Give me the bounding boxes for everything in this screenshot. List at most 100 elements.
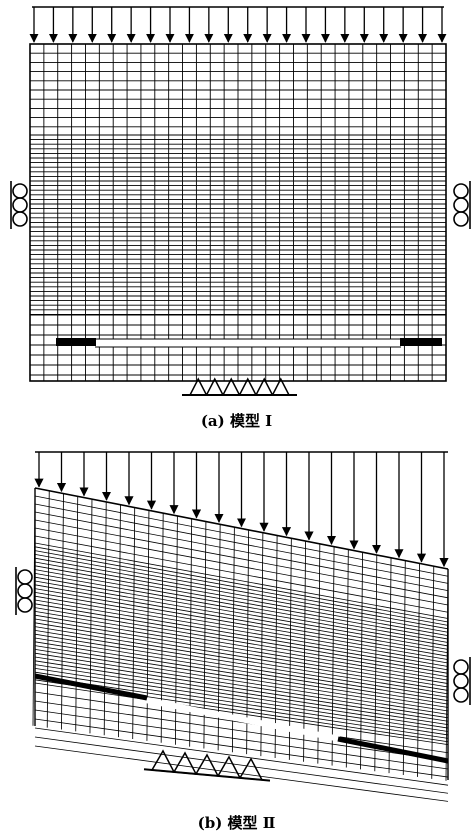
roller-circle — [17, 597, 33, 613]
mesh-horizontal-line — [34, 527, 449, 606]
mesh-horizontal-line — [34, 495, 449, 577]
mesh-horizontal-line — [34, 614, 449, 684]
mesh-vertical-line — [260, 532, 264, 757]
mesh-horizontal-line — [34, 584, 449, 657]
roller-circle — [12, 183, 28, 199]
pillar-bar-right — [337, 736, 449, 764]
mesh-horizontal-line — [34, 633, 449, 702]
mesh-horizontal-line — [34, 660, 449, 726]
panel-a-mesh-diagram — [10, 6, 471, 396]
pillar-bar-left — [34, 673, 148, 701]
opening-gap — [95, 339, 401, 347]
mesh-vertical-line — [75, 496, 79, 732]
mesh-vertical-line — [402, 560, 406, 776]
panel-b-caption: (b) 模型 Ⅱ — [197, 814, 276, 832]
opening-gap — [145, 697, 340, 742]
mesh-vertical-line — [189, 518, 193, 747]
mesh-horizontal-line — [34, 645, 449, 712]
mesh-horizontal-line — [34, 519, 449, 599]
support-triangle — [194, 753, 220, 777]
mesh-horizontal-line — [34, 569, 449, 643]
mesh-frame-top — [34, 487, 449, 570]
mesh-vertical-line — [160, 513, 164, 743]
mesh-horizontal-line — [34, 691, 449, 754]
mesh-vertical-line — [61, 493, 64, 730]
mesh-horizontal-line — [34, 671, 449, 736]
mesh-vertical-line — [388, 557, 392, 774]
mesh-horizontal-line — [34, 603, 449, 674]
roller-circle — [453, 673, 469, 689]
mesh-horizontal-line — [34, 618, 449, 688]
mesh-horizontal-line — [34, 611, 449, 681]
mesh-vertical-line — [146, 510, 150, 741]
mesh-horizontal-line — [34, 588, 449, 661]
mesh-horizontal-line — [34, 709, 449, 770]
roller-circle — [453, 197, 469, 213]
mesh-vertical-line — [317, 543, 321, 764]
mesh-vertical-line — [417, 563, 420, 777]
mesh-horizontal-line — [34, 607, 449, 678]
roller-circle — [453, 659, 469, 675]
mesh-horizontal-line — [34, 580, 449, 654]
mesh-vertical-line — [118, 504, 121, 738]
mesh-horizontal-line — [34, 535, 449, 613]
mesh-vertical-line — [132, 507, 136, 740]
mesh-horizontal-line — [34, 675, 449, 739]
mesh-horizontal-line — [34, 736, 449, 794]
mesh-horizontal-line — [34, 637, 449, 705]
mesh-vertical-line — [246, 529, 250, 755]
mesh-vertical-line — [360, 552, 363, 770]
mesh-horizontal-line — [34, 503, 449, 584]
mesh-horizontal-line — [34, 542, 449, 619]
roller-circle — [453, 211, 469, 227]
mesh-vertical-line — [174, 515, 178, 745]
pillar-bar-left — [56, 338, 96, 346]
mesh-horizontal-line — [34, 649, 449, 715]
mesh-vertical-line — [89, 499, 93, 734]
mesh-horizontal-line — [34, 561, 449, 637]
mesh-horizontal-line — [34, 546, 449, 623]
panel-a-caption: (a) 模型 Ⅰ — [200, 412, 273, 430]
support-triangle — [216, 755, 242, 779]
support-triangle — [238, 757, 264, 781]
mesh-horizontal-line — [34, 727, 449, 786]
mesh-vertical-line — [288, 538, 292, 760]
roller-circle — [17, 569, 33, 585]
mesh-horizontal-line — [34, 511, 449, 592]
mesh-horizontal-line — [34, 630, 449, 698]
roller-circle — [12, 197, 28, 213]
mesh-horizontal-line — [34, 626, 449, 695]
mesh-horizontal-line — [34, 622, 449, 691]
mesh-vertical-line — [374, 555, 378, 772]
mesh-frame — [29, 43, 447, 382]
mesh-horizontal-line — [34, 641, 449, 708]
roller-circle — [453, 687, 469, 703]
mesh-vertical-line — [431, 566, 435, 779]
mesh-horizontal-line — [34, 682, 449, 746]
mesh-horizontal-line — [34, 664, 449, 729]
panel-b-mesh-diagram — [15, 451, 471, 802]
mesh-horizontal-line — [34, 565, 449, 640]
mesh-vertical-line — [46, 490, 50, 728]
mesh-horizontal-line — [34, 554, 449, 630]
roller-circle — [12, 211, 28, 227]
mesh-horizontal-line — [34, 550, 449, 626]
mesh-horizontal-line — [34, 700, 449, 762]
mesh-horizontal-line — [34, 576, 449, 650]
mesh-horizontal-line — [34, 595, 449, 667]
mesh-horizontal-line — [34, 599, 449, 671]
roller-circle — [17, 583, 33, 599]
mesh-horizontal-line — [34, 652, 449, 719]
roller-circle — [453, 183, 469, 199]
mesh-horizontal-line — [34, 656, 449, 722]
pillar-bar-right — [400, 338, 442, 346]
mesh-vertical-line — [303, 541, 307, 762]
mesh-vertical-line — [103, 501, 107, 736]
mesh-horizontal-line — [34, 557, 449, 633]
mesh-horizontal-line — [34, 592, 449, 664]
mesh-horizontal-line — [34, 668, 449, 732]
mesh-horizontal-line — [34, 573, 449, 647]
mesh-vertical-line — [331, 546, 335, 766]
mesh-horizontal-line — [34, 745, 449, 802]
